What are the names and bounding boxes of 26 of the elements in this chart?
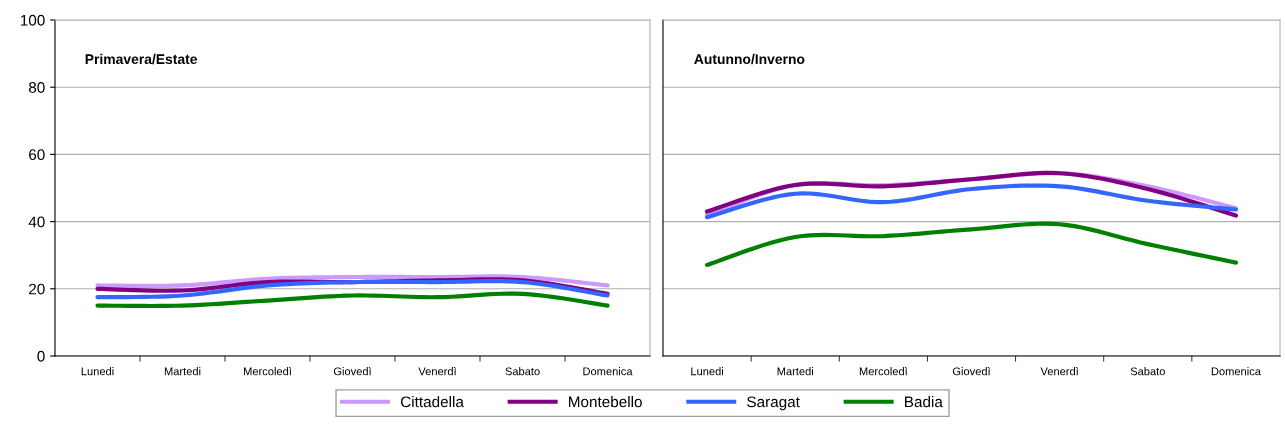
x-tick-label: Lunedi: [691, 367, 724, 376]
y-tick-label: 0: [37, 350, 45, 362]
text: Primavera/Estate: [85, 53, 197, 65]
x-tick-label: Domenica: [583, 367, 633, 376]
x-tick-label: Martedi: [164, 367, 201, 376]
legend-label: Montebello: [569, 396, 642, 408]
x-tick-label: Sabato: [1130, 367, 1165, 376]
x-tick-label: Lunedi: [81, 367, 114, 376]
x-tick-label: Venerdì: [418, 366, 456, 376]
x-tick-label: Giovedì: [952, 366, 990, 376]
legend-label: Saragat: [747, 396, 800, 411]
text: Autunno/Inverno: [694, 53, 805, 65]
legend-label: Badia: [905, 396, 943, 408]
x-tick-label: Mercoledì: [244, 366, 292, 376]
y-tick-label: 80: [28, 82, 45, 93]
y-tick-label: 40: [28, 216, 45, 228]
y-tick-label: 100: [20, 14, 45, 26]
x-tick-label: Martedi: [777, 367, 813, 376]
x-tick-label: Venerdì: [1040, 366, 1079, 376]
x-tick-label: Domenica: [1211, 367, 1261, 376]
y-tick-label: 60: [29, 149, 45, 161]
x-tick-label: Sabato: [505, 367, 540, 376]
x-tick-label: Giovedì: [333, 366, 371, 376]
legend-label: Cittadella: [400, 396, 464, 408]
x-tick-label: Mercoledì: [859, 366, 908, 376]
y-tick-label: 20: [29, 283, 45, 295]
